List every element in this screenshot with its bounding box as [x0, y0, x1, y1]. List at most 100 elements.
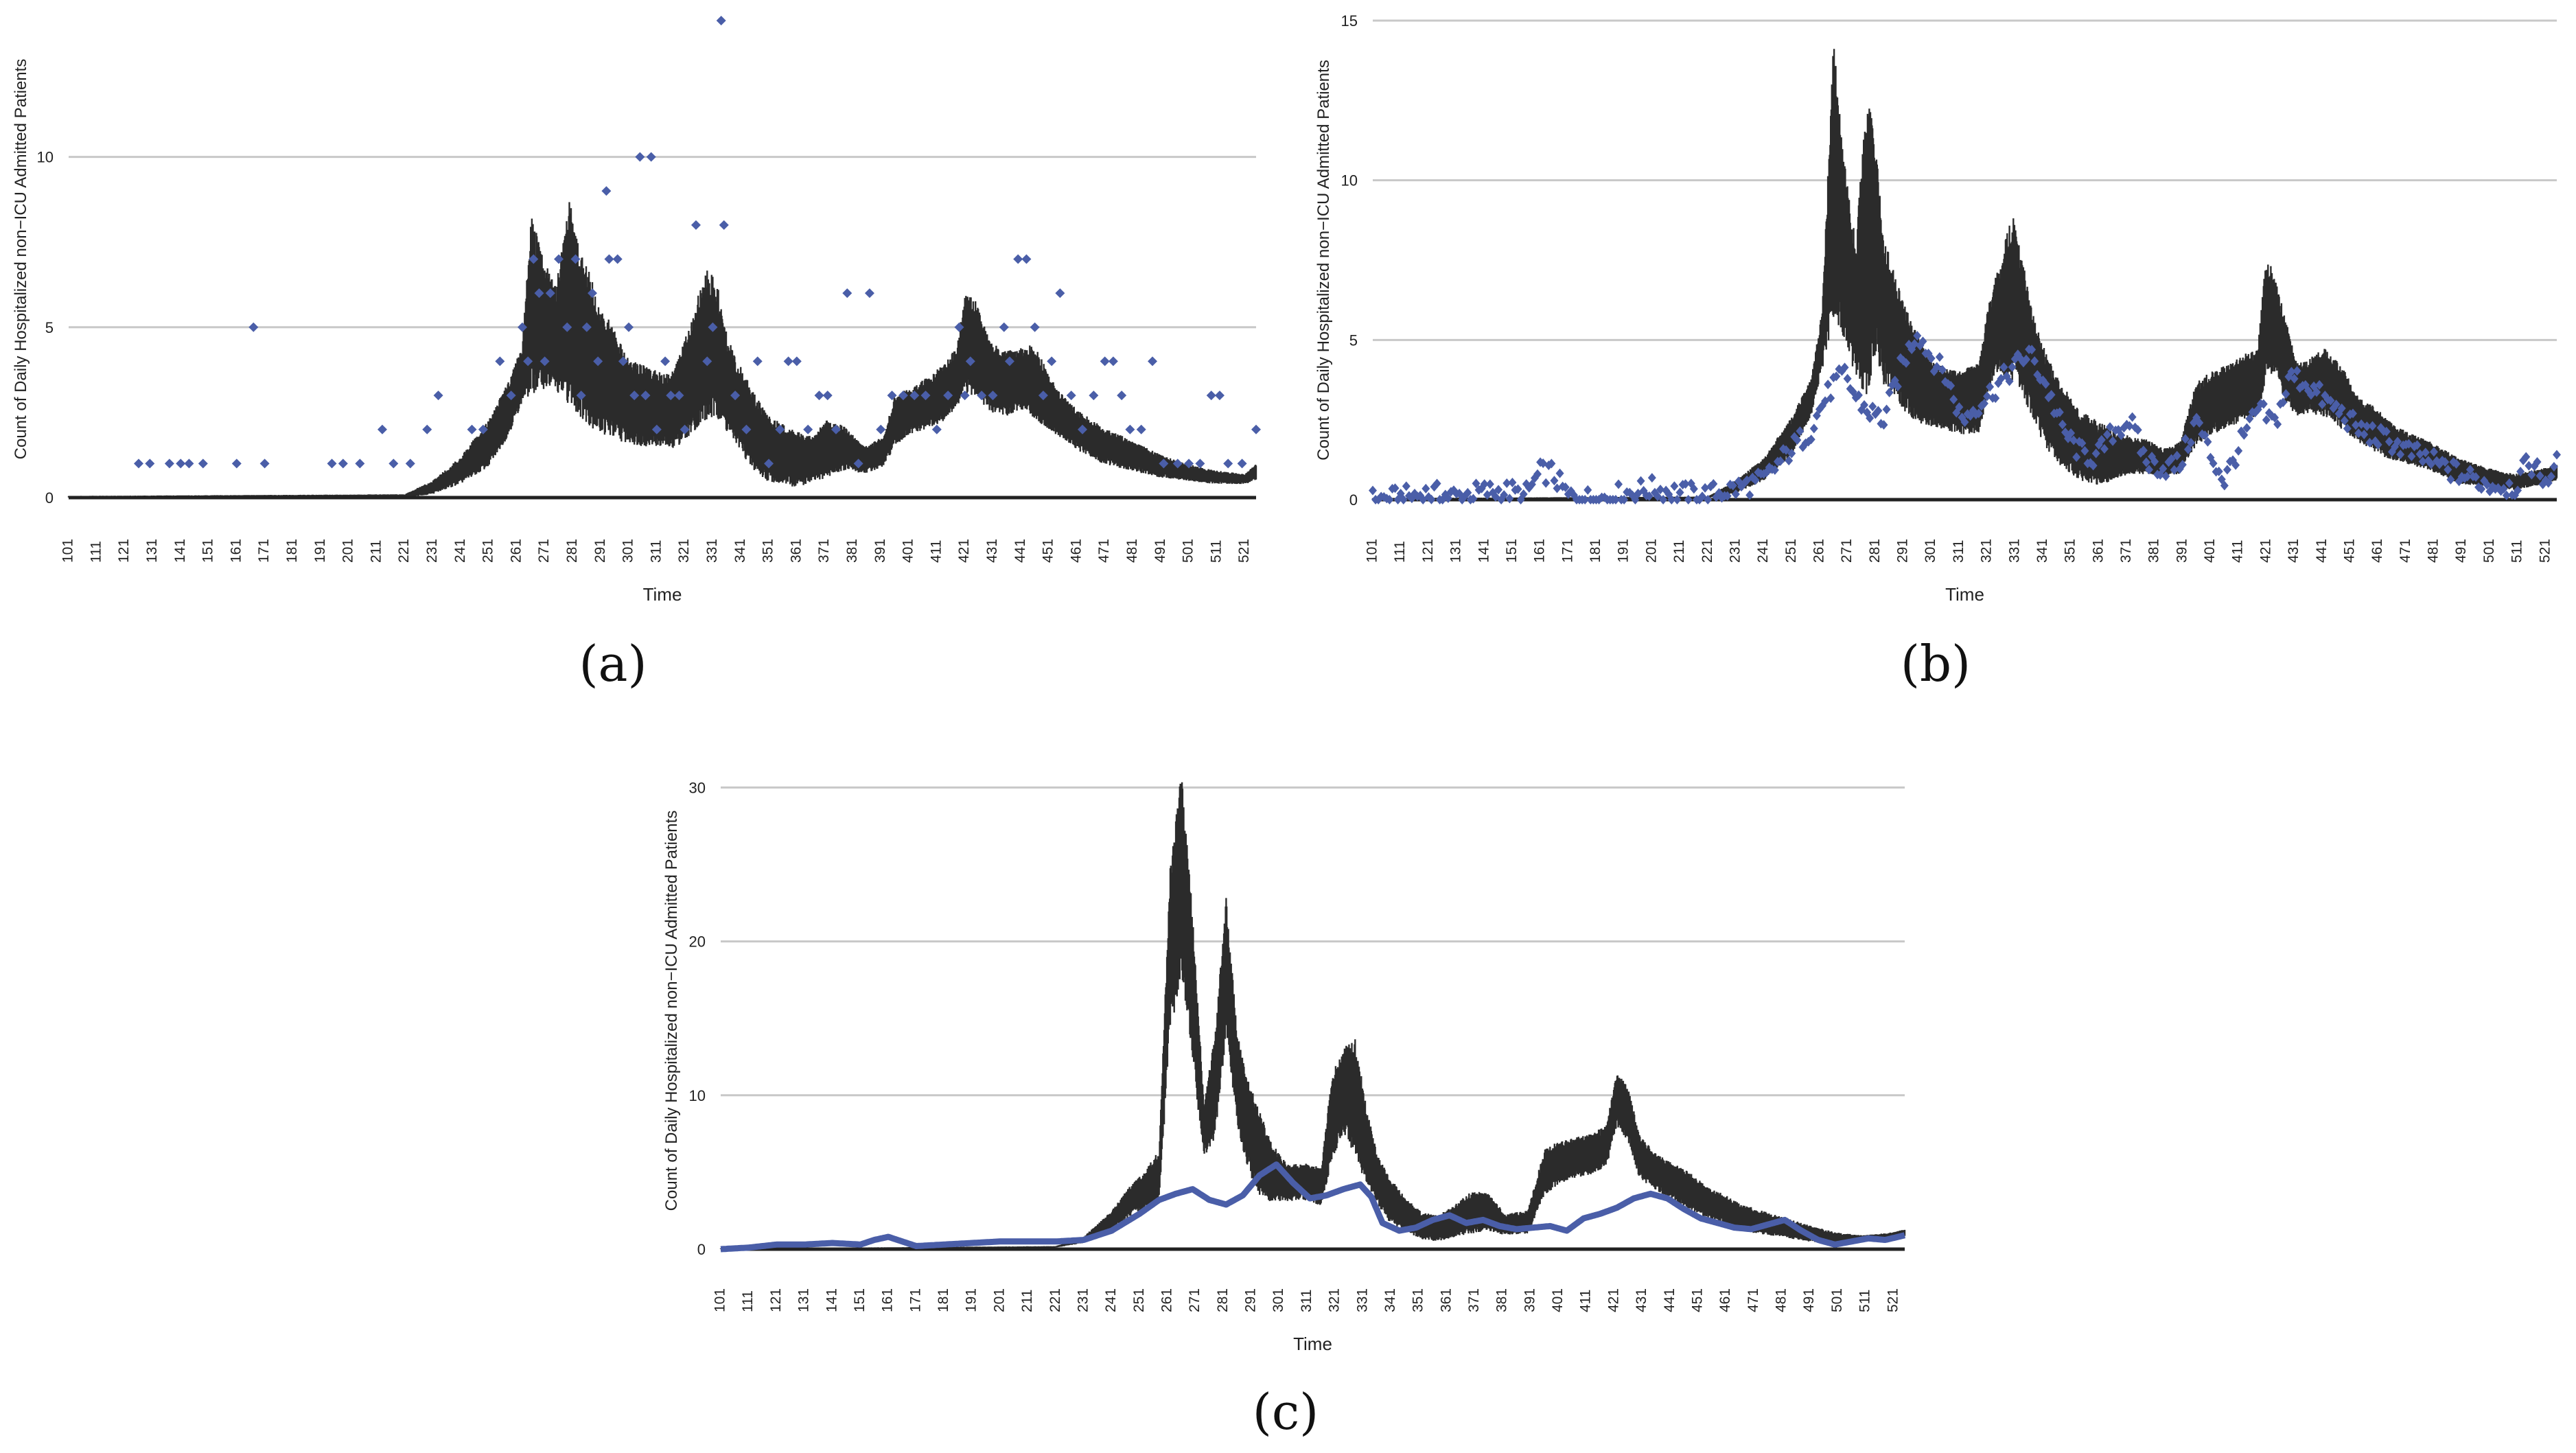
chart-b-observed-point: [1824, 380, 1833, 390]
chart-b-observed-point: [1782, 445, 1791, 455]
chart-b-observed-point: [2187, 438, 2196, 448]
chart-c-xtick-label: 501: [1829, 1288, 1845, 1312]
chart-a-observed-point: [593, 356, 603, 367]
chart-b-observed-point: [1675, 487, 1684, 498]
chart-b-xtick-label: 361: [2090, 539, 2106, 563]
chart-b-xtick-label: 121: [1420, 539, 1436, 563]
chart-c-xtick-label: 451: [1689, 1288, 1705, 1312]
chart-c-xtick-label: 331: [1354, 1288, 1370, 1312]
chart-a-xtick-label: 181: [284, 539, 300, 563]
chart-a-xtick-label: 171: [256, 539, 272, 563]
chart-b-observed-point: [1477, 483, 1486, 493]
chart-b-observed-point: [2102, 430, 2111, 440]
chart-a-observed-point: [1038, 391, 1048, 401]
chart-b-xtick-label: 151: [1504, 539, 1520, 563]
chart-b-observed-point: [2262, 415, 2271, 425]
chart-b-observed-point: [1866, 413, 1875, 423]
chart-c-ytick-label: 30: [689, 779, 706, 796]
chart-a-observed-point: [1223, 458, 1233, 469]
chart-b-observed-point: [2061, 427, 2069, 437]
chart-a-observed-point: [719, 220, 729, 230]
chart-b-observed-point: [1374, 495, 1383, 504]
chart-a-observed-point: [1108, 356, 1118, 367]
chart-b-observed-point: [1656, 485, 1665, 495]
chart-a-xtick-label: 421: [956, 539, 972, 563]
chart-a-observed-point: [164, 458, 174, 469]
chart-b-observed-point: [2078, 438, 2087, 448]
chart-a-prediction-band: [67, 202, 1257, 498]
chart-b-observed-point: [1620, 494, 1629, 504]
chart-b-observed-point: [1569, 490, 1578, 500]
chart-a-observed-point: [545, 288, 555, 299]
chart-a-observed-point: [506, 391, 516, 401]
chart-a-xtick-label: 441: [1012, 539, 1028, 563]
chart-b-observed-point: [2139, 445, 2148, 456]
chart-b-observed-point: [2340, 415, 2349, 426]
chart-b-xtick-label: 271: [1839, 539, 1855, 563]
chart-c-xtick-label: 241: [1103, 1288, 1119, 1312]
chart-b-observed-point: [2240, 430, 2249, 440]
chart-b-svg: 0 5 10 15 101 111 121 131 141 151 161 171 181 191 201 2…: [1314, 12, 2561, 605]
chart-b-ytick-label: 5: [1349, 332, 1358, 349]
chart-a-observed-point: [467, 424, 477, 434]
chart-a-svg: 0 5 10 101 111 121 131 141 151 161 171 181 191 201 211…: [12, 16, 1261, 605]
chart-a-observed-point: [635, 152, 645, 162]
chart-a-xtick-label: 341: [732, 539, 748, 563]
chart-c-xtick-label: 521: [1885, 1288, 1901, 1312]
chart-b-observed-point: [1472, 478, 1481, 489]
chart-b-observed-point: [2407, 451, 2416, 461]
chart-a-xtick-label: 221: [396, 539, 412, 563]
chart-c-ytick-label: 0: [697, 1241, 706, 1258]
chart-b-observed-point: [2472, 472, 2481, 483]
chart-b-observed-point: [2541, 475, 2550, 485]
chart-b-observed-point: [1547, 458, 1556, 469]
chart-b-observed-point: [2142, 457, 2150, 467]
chart-c-xtick-label: 311: [1299, 1290, 1314, 1312]
chart-a-observed-point: [517, 322, 527, 332]
chart-b-observed-point: [2159, 463, 2168, 474]
chart-c-xtick-label: 181: [936, 1288, 951, 1312]
chart-a-observed-point: [1030, 322, 1040, 332]
chart-b-observed-point: [1796, 426, 1805, 437]
chart-a-observed-point: [674, 391, 684, 401]
chart-a-observed-point: [1125, 424, 1135, 434]
chart-b-observed-point: [1715, 488, 1724, 498]
chart-b-xtick-label: 481: [2426, 539, 2441, 563]
chart-b-observed-point: [2022, 354, 2031, 364]
chart-b-observed-point: [1980, 398, 1988, 408]
chart-b-observed-point: [2465, 465, 2474, 475]
chart-a-observed-point: [1117, 391, 1127, 401]
chart-a-observed-point: [601, 186, 612, 196]
chart-a-ytick-label: 0: [45, 489, 54, 507]
chart-b-observed-point: [2080, 445, 2089, 456]
chart-a-observed-point: [176, 458, 186, 469]
chart-b-observed-point: [1885, 387, 1894, 397]
chart-b-observed-point: [2326, 395, 2335, 406]
chart-b-observed-point: [2393, 437, 2402, 447]
chart-b-observed-point: [1458, 495, 1467, 504]
chart-b-observed-point: [1432, 478, 1441, 489]
chart-b-observed-point: [2175, 464, 2184, 474]
chart-b-xtick-label: 131: [1448, 539, 1464, 563]
chart-b-observed-point: [1508, 478, 1517, 488]
chart-a-xtick-label: 121: [116, 539, 132, 563]
chart-a-observed-point: [803, 424, 813, 434]
chart-b-observed-point: [2426, 459, 2435, 469]
chart-b-observed-point: [2510, 490, 2519, 500]
chart-b-observed-point: [1938, 364, 1947, 375]
chart-b-observed-point: [2287, 367, 2296, 377]
chart-b-observed-points: [1369, 331, 2561, 504]
chart-b-xtick-label: 211: [1671, 540, 1687, 563]
chart-a-observed-point: [999, 322, 1009, 332]
chart-b-observed-point: [1949, 395, 1958, 405]
chart-a-xtick-label: 471: [1096, 539, 1112, 563]
chart-b-observed-point: [1846, 384, 1855, 394]
chart-b-observed-point: [2100, 444, 2109, 454]
chart-a-observed-point: [898, 391, 908, 401]
chart-a-observed-point: [1159, 458, 1169, 469]
chart-b-observed-point: [1916, 340, 1925, 351]
chart-a-xtick-label: 271: [536, 539, 552, 563]
chart-a-observed-point: [680, 424, 690, 434]
chart-c-xtick-label: 381: [1494, 1288, 1510, 1312]
chart-a-observed-point: [581, 322, 592, 332]
